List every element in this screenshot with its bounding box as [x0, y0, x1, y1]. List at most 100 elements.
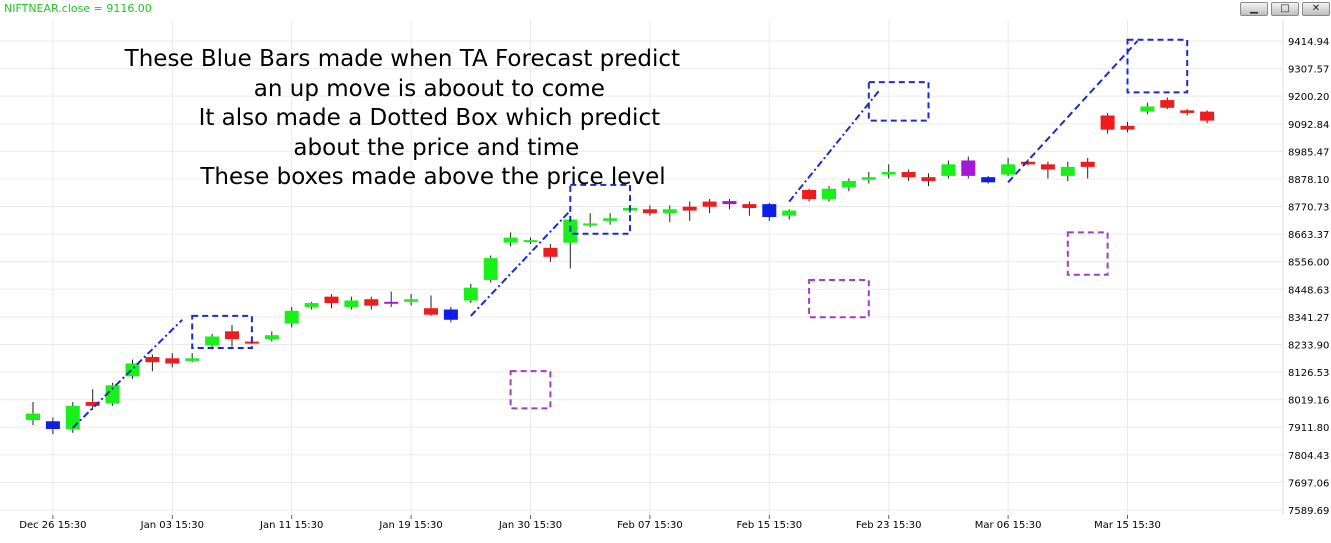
candles: [26, 97, 1215, 435]
x-tick-label: Mar 15 15:30: [1094, 520, 1161, 531]
forecast-line: [1007, 40, 1139, 183]
y-tick-label: 8341.27: [1288, 313, 1329, 324]
candle-body: [404, 299, 419, 302]
candle-body: [344, 300, 359, 307]
candle-body: [702, 201, 717, 207]
candle-body: [185, 358, 200, 361]
annotation-text: These Blue Bars made when TA Forecast pr…: [124, 46, 688, 190]
candle-body: [85, 402, 100, 406]
x-tick-label: Jan 30 15:30: [498, 520, 562, 531]
candle-body: [384, 301, 399, 304]
candle-body: [762, 204, 777, 217]
close-button[interactable]: ✕: [1302, 2, 1330, 16]
candle-body: [145, 357, 160, 363]
candle-body: [901, 172, 916, 178]
candle-body: [1021, 161, 1035, 165]
forecast-bottom-box: [509, 370, 552, 410]
y-axis: 9414.94 9307.57 9200.20 9092.84 8985.47 8878.…: [1288, 37, 1329, 517]
candle-body: [244, 341, 259, 344]
candle-body: [364, 299, 379, 306]
y-tick-label: 8985.47: [1288, 147, 1329, 158]
y-tick-label: 8663.37: [1288, 230, 1329, 241]
candle-body: [443, 309, 458, 320]
x-tick-label: Feb 23 15:30: [856, 520, 922, 531]
candle-body: [981, 177, 996, 183]
candle-body: [642, 209, 657, 214]
candle-body: [225, 331, 239, 340]
candle-body: [742, 204, 757, 209]
candle-body: [205, 336, 220, 346]
forecast-target-box: [867, 81, 930, 122]
candle-body: [284, 310, 299, 324]
candle-body: [304, 303, 319, 307]
candle-body: [503, 237, 518, 243]
candle-body: [1080, 161, 1095, 167]
x-tick-label: Jan 03 15:30: [140, 520, 204, 531]
candle-body: [1060, 166, 1075, 176]
forecast-target-box: [569, 183, 631, 235]
y-tick-label: 7589.69: [1288, 506, 1329, 517]
grid-lines: [0, 20, 1284, 515]
candle-body: [662, 209, 677, 214]
forecast-target-box: [191, 314, 253, 350]
x-tick-label: Jan 19 15:30: [378, 520, 442, 531]
candle-body: [463, 287, 478, 301]
x-tick-label: Mar 06 15:30: [975, 520, 1042, 531]
forecast-overlays: [72, 38, 1189, 429]
candle-body: [1040, 164, 1055, 170]
candle-body: [1160, 100, 1175, 108]
candle-body: [603, 218, 618, 221]
candle-body: [1140, 106, 1155, 112]
x-axis: Dec 26 15:30 Jan 03 15:30 Jan 11 15:30 Jan …: [19, 515, 1161, 531]
x-tick-label: Feb 15 15:30: [736, 520, 802, 531]
x-tick-label: Feb 07 15:30: [617, 520, 683, 531]
candle-body: [543, 247, 558, 257]
y-tick-label: 9414.94: [1288, 37, 1329, 48]
forecast-line: [470, 209, 572, 317]
candle-body: [483, 258, 498, 280]
candle-body: [881, 172, 896, 175]
candle-body: [45, 421, 60, 429]
candle-body: [583, 223, 598, 226]
candle-body: [324, 296, 339, 304]
y-tick-label: 8019.16: [1288, 396, 1329, 407]
candle-body: [1001, 164, 1016, 175]
y-tick-label: 8770.73: [1288, 203, 1329, 214]
y-tick-label: 9200.20: [1288, 92, 1329, 103]
candle-body: [65, 405, 80, 429]
forecast-line: [72, 319, 183, 429]
annotation-line: an up move is aboout to come: [254, 76, 605, 102]
candle-body: [921, 177, 936, 182]
candle-body: [682, 206, 697, 211]
candle-body: [165, 358, 180, 364]
annotation-line: about the price and time: [293, 135, 579, 161]
candle-body: [264, 335, 279, 340]
x-tick-label: Dec 26 15:30: [19, 520, 86, 531]
y-tick-label: 7697.06: [1288, 478, 1329, 489]
forecast-line: [788, 90, 880, 203]
forecast-bottom-box: [808, 278, 870, 319]
x-tick-label: Jan 11 15:30: [259, 520, 323, 531]
candle-body: [822, 188, 836, 200]
y-tick-label: 8448.63: [1288, 285, 1329, 296]
y-tick-label: 8556.00: [1288, 258, 1329, 269]
annotation-line: These Blue Bars made when TA Forecast pr…: [124, 46, 680, 72]
forecast-bottom-box: [1066, 231, 1109, 276]
candle-body: [861, 177, 876, 180]
y-tick-label: 9307.57: [1288, 65, 1329, 76]
candle-body: [1120, 125, 1135, 130]
candle-body: [1100, 115, 1115, 130]
chart-title: NIFTNEAR.close = 9116.00: [4, 2, 152, 15]
y-tick-label: 8878.10: [1288, 175, 1329, 186]
forecast-target-box: [1126, 38, 1189, 94]
candle-body: [961, 160, 976, 176]
candle-body: [782, 210, 797, 216]
candle-body: [523, 240, 538, 243]
candle-body: [424, 308, 438, 315]
restore-button[interactable]: □: [1271, 2, 1299, 16]
candle-body: [1180, 110, 1195, 113]
annotation-line: These boxes made above the price level: [199, 164, 665, 190]
minimize-button[interactable]: ▁: [1240, 2, 1268, 16]
candle-body: [26, 413, 40, 420]
